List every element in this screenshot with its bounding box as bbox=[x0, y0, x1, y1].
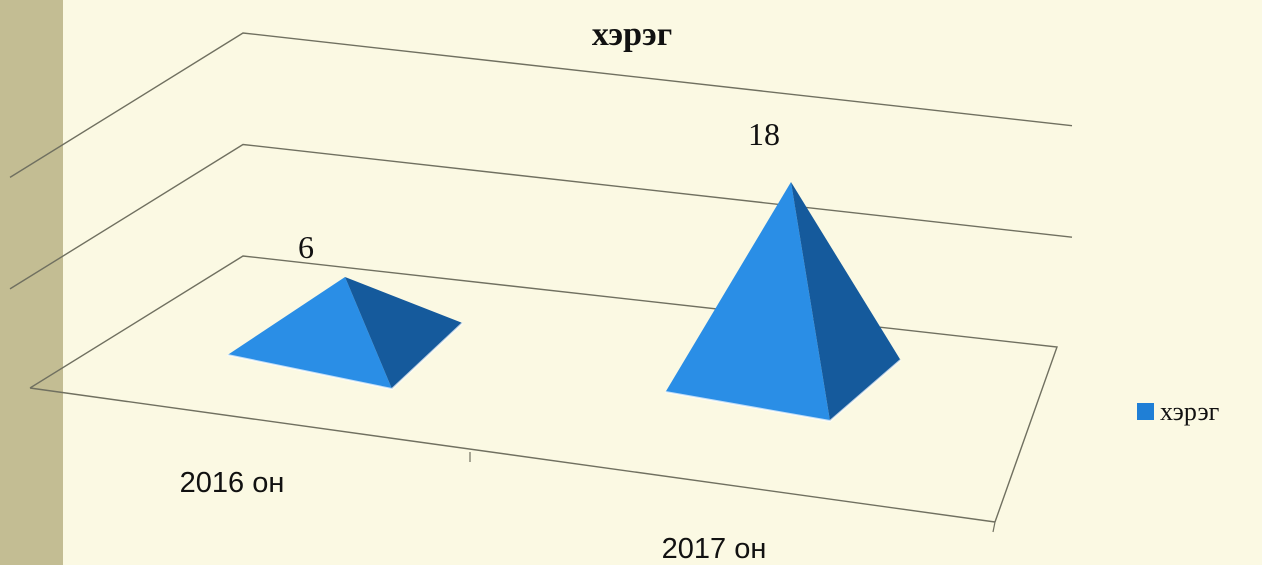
x-axis-line bbox=[29, 387, 996, 523]
data-label-2017: 18 bbox=[748, 116, 780, 152]
gridline bbox=[9, 32, 1073, 178]
pyramid-side-face bbox=[345, 277, 463, 389]
x-tick-label-2016: 2016 он bbox=[180, 467, 285, 499]
side-strip bbox=[0, 0, 63, 565]
chart-floor bbox=[29, 255, 1058, 523]
x-axis-tick bbox=[992, 521, 996, 533]
pyramid-base-edge bbox=[665, 359, 902, 423]
x-tick-label-2017: 2017 он bbox=[662, 533, 767, 565]
pyramid-front-face bbox=[665, 182, 830, 421]
pyramid-bar-0 bbox=[227, 277, 464, 391]
chart-gridlines bbox=[9, 32, 1073, 533]
pyramid-side-face bbox=[791, 182, 901, 421]
chart-series bbox=[227, 182, 902, 423]
legend-swatch bbox=[1137, 403, 1154, 420]
pyramid-front-face bbox=[227, 277, 392, 389]
data-label-2016: 6 bbox=[298, 229, 314, 265]
gridline bbox=[9, 143, 1073, 290]
legend-label: хэрэг bbox=[1160, 397, 1219, 426]
chart-legend: хэрэг bbox=[1137, 397, 1219, 426]
pyramid-base-edge bbox=[227, 322, 464, 391]
chart-title: хэрэг bbox=[592, 16, 672, 53]
pyramid-bar-1 bbox=[665, 182, 902, 423]
